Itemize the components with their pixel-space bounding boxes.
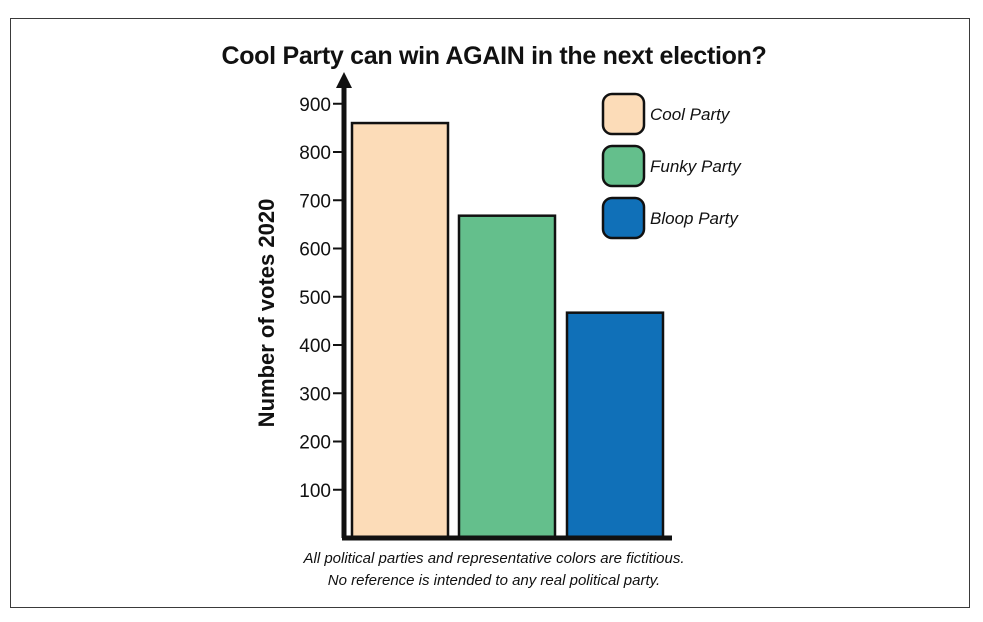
footnote-line-1: All political parties and representative… (302, 550, 684, 567)
bar-cool-party (350, 121, 450, 540)
figure-frame (10, 18, 970, 608)
y-tick-label-500: 500 (299, 288, 331, 309)
y-tick-label-700: 700 (299, 191, 331, 212)
footnote-line-2: No reference is intended to any real pol… (328, 572, 660, 589)
y-ticks: 100 200 300 400 500 600 700 800 900 (299, 95, 344, 502)
y-tick-label-200: 200 (299, 433, 331, 454)
legend-swatch-cool-party (601, 92, 646, 136)
y-tick-label-400: 400 (299, 336, 331, 357)
axes (336, 72, 672, 541)
legend-label-cool-party: Cool Party (650, 105, 731, 124)
legend-label-funky-party: Funky Party (650, 157, 742, 176)
legend-label-bloop-party: Bloop Party (650, 209, 739, 228)
legend-swatch-funky-party (601, 144, 646, 188)
y-tick-label-300: 300 (299, 384, 331, 405)
y-tick-label-600: 600 (299, 240, 331, 261)
legend-swatch-bloop-party (601, 196, 646, 240)
y-tick-label-800: 800 (299, 143, 331, 164)
y-tick-label-100: 100 (299, 481, 331, 502)
bar-bloop-party (565, 311, 665, 540)
legend: Cool Party Funky Party Bloop Party (601, 92, 742, 240)
y-axis-label: Number of votes 2020 (254, 199, 279, 428)
y-axis-arrowhead (336, 72, 352, 88)
chart-title: Cool Party can win AGAIN in the next ele… (221, 42, 766, 70)
y-tick-label-900: 900 (299, 95, 331, 116)
bar-funky-party (457, 214, 557, 540)
bars (350, 121, 665, 540)
